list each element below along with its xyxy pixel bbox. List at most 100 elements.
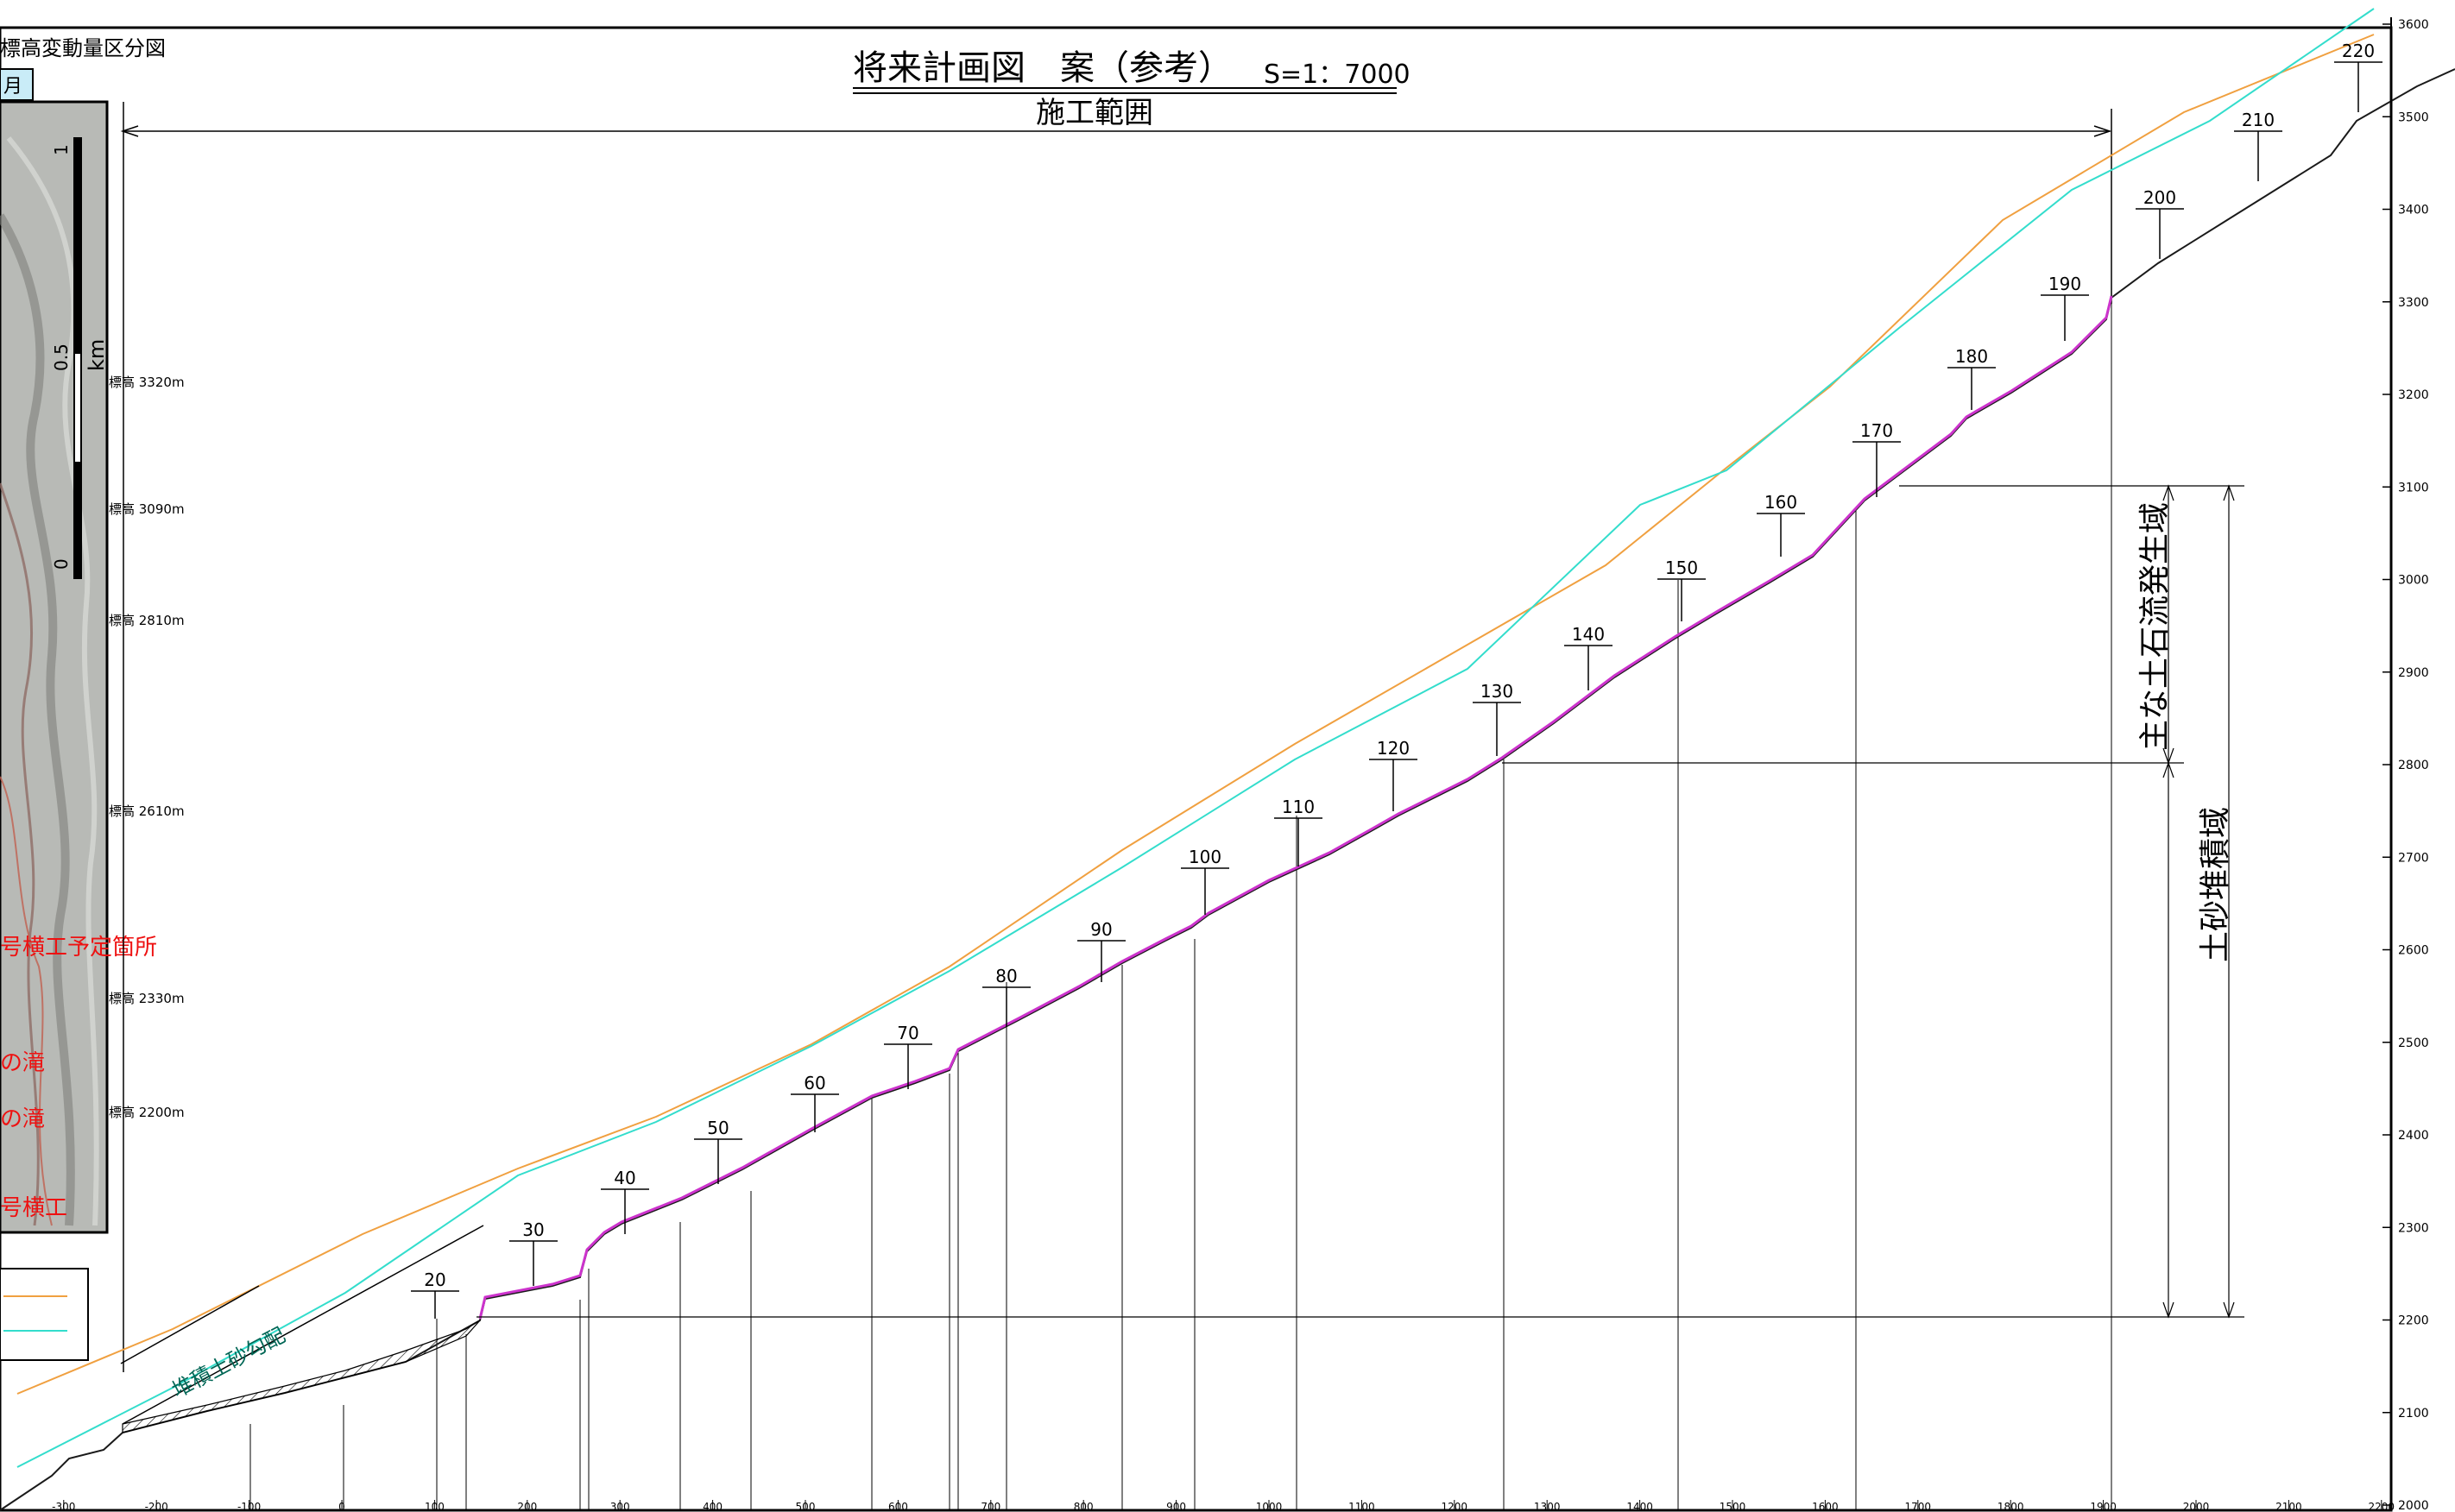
elevation-label: 標高 2330m	[109, 991, 185, 1006]
station-marker: 180	[1947, 346, 1996, 410]
station-marker: 110	[1274, 797, 1322, 866]
elevation-label: 標高 2810m	[109, 613, 185, 628]
elevation-tick-label: 3000	[2398, 574, 2429, 588]
station-marker: 170	[1852, 420, 1901, 497]
station-label: 100	[1189, 847, 1221, 867]
zone-markers	[476, 484, 2244, 1319]
station-label: 30	[522, 1219, 544, 1240]
elevation-tick-label: 3300	[2398, 296, 2429, 310]
distance-tick-label: 1200	[1442, 1501, 1468, 1512]
scale-tick-label: 0.5	[51, 343, 72, 371]
ground-profile-line	[0, 68, 2455, 1511]
station-marker: 200	[2136, 187, 2184, 259]
construction-range-label: 施工範囲	[1036, 96, 1153, 130]
station-labels: 20 30 40 50 60 70 80 90 100 110 120 130 140 150 160 170…	[411, 41, 2382, 1319]
station-marker: 30	[509, 1219, 558, 1286]
distance-tick-label: 900	[1166, 1501, 1186, 1512]
distance-tick-label: -200	[145, 1501, 168, 1512]
cyan-profile-line	[16, 8, 2375, 1468]
distance-tick-label: -300	[52, 1501, 75, 1512]
drawing-title: 将来計画図 案（参考）	[853, 48, 1233, 88]
elevation-tick-label: 2500	[2398, 1036, 2429, 1050]
station-marker: 150	[1657, 558, 1706, 621]
elevation-tick-label: 2100	[2398, 1407, 2429, 1421]
red-note: 号横工予定箇所	[0, 935, 157, 961]
elevation-tick-label: 2400	[2398, 1129, 2429, 1143]
scale-tick-label: 0	[51, 558, 72, 570]
elevation-tick-label: 3600	[2398, 18, 2429, 32]
drawing-frame	[0, 26, 2393, 1512]
station-marker: 20	[411, 1269, 459, 1319]
station-label: 210	[2242, 110, 2275, 130]
elevation-tick-label: 3200	[2398, 388, 2429, 402]
distance-tick-label: 1000	[1256, 1501, 1283, 1512]
distance-axis: -300 -200 -100 0 100 200 300 400 500 600 700 800 900…	[52, 1500, 2395, 1512]
station-marker: 190	[2041, 274, 2089, 341]
station-marker: 100	[1181, 847, 1229, 915]
station-label: 120	[1377, 738, 1410, 759]
station-label: 80	[995, 966, 1017, 986]
station-marker: 220	[2334, 41, 2382, 112]
inset-map: 標高変動量区分図 月 0 0.5 1 km 標高 3320m 標高 3090m …	[0, 36, 185, 1361]
station-marker: 90	[1077, 919, 1126, 982]
distance-tick-label: 100	[425, 1501, 445, 1512]
distance-tick-label: 800	[1074, 1501, 1094, 1512]
station-marker: 40	[601, 1168, 649, 1234]
station-label: 60	[804, 1073, 825, 1093]
station-label: 220	[2342, 41, 2375, 61]
station-label: 140	[1572, 624, 1605, 645]
station-label: 190	[2048, 274, 2081, 294]
station-label: 150	[1665, 558, 1698, 578]
distance-tick-label: 700	[981, 1501, 1000, 1512]
station-label: 170	[1860, 420, 1893, 441]
station-label: 200	[2143, 187, 2176, 208]
station-marker: 60	[791, 1073, 839, 1132]
station-label: 90	[1090, 919, 1112, 940]
distance-tick-label: 400	[703, 1501, 723, 1512]
station-marker: 50	[694, 1118, 742, 1184]
zone-deposit-label: 土砂堆積域	[2198, 807, 2233, 962]
elevation-label: 標高 3090m	[109, 501, 185, 517]
station-label: 180	[1955, 346, 1988, 367]
station-label: 40	[614, 1168, 635, 1188]
station-marker: 70	[884, 1023, 932, 1089]
elevation-tick-label: 2300	[2398, 1221, 2429, 1235]
drawing-scale: S=1：7000	[1264, 60, 1411, 90]
elevation-tick-label: 2200	[2398, 1314, 2429, 1328]
elevation-tick-label: 2600	[2398, 944, 2429, 958]
station-label: 130	[1480, 681, 1513, 702]
deposit-hatch	[122, 1320, 481, 1433]
inset-tab-label: 月	[3, 76, 22, 98]
elevation-label: 標高 2200m	[109, 1105, 185, 1120]
distance-tick-label: 200	[517, 1501, 537, 1512]
station-label: 110	[1282, 797, 1315, 817]
inset-header: 標高変動量区分図	[0, 36, 166, 60]
elevation-tick-label: 3400	[2398, 204, 2429, 217]
distance-tick-label: 0	[338, 1501, 345, 1512]
elevation-tick-label: 2800	[2398, 759, 2429, 772]
terrain-ridge	[0, 776, 53, 1226]
red-note: の滝	[0, 1106, 45, 1132]
station-marker: 160	[1757, 492, 1805, 557]
station-drop-lines	[249, 298, 2112, 1510]
terrain-ridge	[0, 482, 40, 1226]
orange-profile-line	[16, 34, 2375, 1395]
distance-tick-label: 2000	[2183, 1501, 2210, 1512]
scale-bar	[74, 462, 81, 578]
zone-source-label: 主な土石流発生域	[2137, 502, 2173, 751]
inset-red-notes: 号横工予定箇所 の滝 の滝 号横工	[0, 935, 157, 1221]
station-label: 70	[897, 1023, 918, 1043]
scale-bar	[74, 138, 81, 354]
distance-tick-label: 2200	[2369, 1501, 2395, 1512]
terrain-ridge	[6, 136, 99, 1226]
title-block: 将来計画図 案（参考） S=1：7000 施工範囲	[853, 48, 1411, 130]
elevation-tick-label: 2700	[2398, 851, 2429, 865]
slope-guide	[122, 1225, 484, 1425]
distance-tick-label: -100	[237, 1501, 261, 1512]
station-label: 50	[707, 1118, 729, 1138]
scale-unit-label: km	[85, 339, 109, 371]
station-marker: 140	[1564, 624, 1612, 690]
elevation-axis: 2000 2100 2200 2300 2400 2500 2600 2700 2800 2900…	[2382, 17, 2429, 1512]
terrain-ridge	[0, 213, 75, 1226]
